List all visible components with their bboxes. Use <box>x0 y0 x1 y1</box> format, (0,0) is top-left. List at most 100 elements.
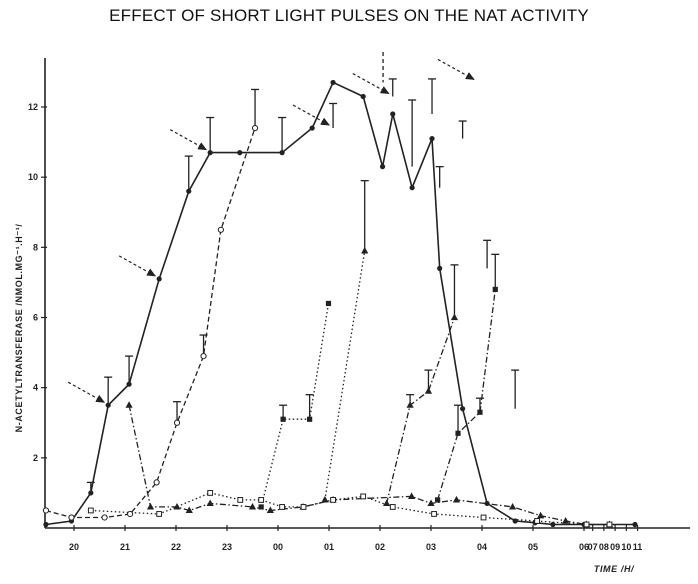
data-point <box>537 511 545 519</box>
data-point <box>146 502 155 510</box>
x-tick-label: 07 <box>588 542 598 552</box>
x-tick-label: 00 <box>273 542 283 552</box>
light-pulse-arrow <box>118 255 157 277</box>
data-point <box>484 500 490 507</box>
data-point <box>42 507 50 514</box>
data-point <box>390 111 396 117</box>
x-tick-label: 06 <box>579 542 589 552</box>
x-tick-label: 22 <box>171 542 181 552</box>
data-point <box>492 286 498 293</box>
data-point <box>360 493 367 500</box>
data-point <box>43 521 49 528</box>
data-point <box>509 502 517 510</box>
x-tick-label: 03 <box>426 542 436 552</box>
light-pulse-arrow <box>352 72 390 94</box>
chart-title: EFFECT OF SHORT LIGHT PULSES ON THE NAT … <box>109 6 589 25</box>
data-point <box>87 507 94 514</box>
series-line-6 <box>128 405 610 526</box>
y-axis-label: N-ACETYLTRANSFERASE /NMOL.MG⁻¹.H⁻¹/ <box>14 224 24 433</box>
x-tick-label: 08 <box>599 542 609 552</box>
data-point <box>480 514 487 521</box>
data-point <box>258 504 264 510</box>
data-point <box>207 490 214 496</box>
data-point <box>307 416 313 422</box>
data-point <box>550 521 556 528</box>
data-point <box>309 125 315 131</box>
y-tick-label: 4 <box>33 383 38 393</box>
data-point <box>258 497 265 503</box>
data-point <box>153 479 160 486</box>
data-point <box>409 185 415 191</box>
chart-axes <box>41 58 690 531</box>
data-point <box>383 499 391 507</box>
data-point <box>632 521 638 528</box>
series-line-4 <box>385 317 456 504</box>
data-point <box>207 150 213 156</box>
data-point <box>237 150 243 156</box>
data-point <box>361 246 369 254</box>
data-point <box>125 401 133 408</box>
data-point <box>455 430 461 436</box>
data-point <box>279 504 285 510</box>
light-pulse-arrow <box>67 381 106 403</box>
series-line-1 <box>45 127 256 519</box>
x-tick-label: 04 <box>477 542 487 552</box>
data-point <box>88 490 94 496</box>
data-point <box>583 521 590 528</box>
data-point <box>330 497 336 503</box>
series-markers <box>42 79 638 528</box>
data-point <box>300 504 307 510</box>
x-tick-label: 23 <box>222 542 232 552</box>
data-point <box>127 510 134 518</box>
light-pulse-arrow <box>437 58 475 80</box>
data-point <box>477 409 483 415</box>
data-point <box>186 188 192 194</box>
x-tick-label: 02 <box>375 542 385 552</box>
y-tick-label: 12 <box>28 102 38 112</box>
data-point <box>379 164 386 170</box>
data-point <box>427 499 435 507</box>
light-pulse-arrow <box>292 104 330 126</box>
x-tick-label: 05 <box>528 542 538 552</box>
x-tick-label: 21 <box>120 542 130 552</box>
data-point <box>101 514 108 521</box>
series-line-0 <box>45 81 635 526</box>
y-tick-label: 6 <box>33 313 38 323</box>
x-tick-label: 01 <box>324 542 334 552</box>
data-point <box>424 387 433 394</box>
data-point <box>217 226 224 233</box>
data-point <box>408 492 416 500</box>
x-axis-label: TIME /H/ <box>594 564 635 574</box>
data-point <box>562 516 570 524</box>
data-point <box>279 150 285 156</box>
data-point <box>105 402 111 408</box>
x-tick-label: 11 <box>633 542 643 552</box>
series-line-3 <box>324 250 366 501</box>
data-point <box>173 502 181 510</box>
data-point <box>68 514 75 521</box>
data-point <box>173 419 181 426</box>
data-point <box>206 499 214 507</box>
series-line-7 <box>90 492 610 526</box>
data-point <box>431 511 437 517</box>
data-point <box>406 401 414 408</box>
data-point <box>512 518 518 524</box>
data-point <box>237 497 244 503</box>
x-tick-label: 20 <box>69 542 79 552</box>
data-point <box>325 300 332 307</box>
data-point <box>251 124 259 132</box>
y-tick-label: 8 <box>33 242 38 252</box>
light-pulse-arrows <box>67 52 475 403</box>
series-line-2 <box>260 303 330 508</box>
data-point <box>435 497 441 503</box>
data-point <box>248 502 257 510</box>
data-point <box>452 495 461 503</box>
x-tick-label: 10 <box>621 542 631 552</box>
series-line-5 <box>436 289 496 501</box>
series-lines <box>45 81 635 526</box>
error-bars <box>86 78 520 493</box>
data-point <box>321 495 329 503</box>
data-point <box>606 521 613 528</box>
y-tick-label: 2 <box>33 453 38 463</box>
data-point <box>200 352 207 360</box>
